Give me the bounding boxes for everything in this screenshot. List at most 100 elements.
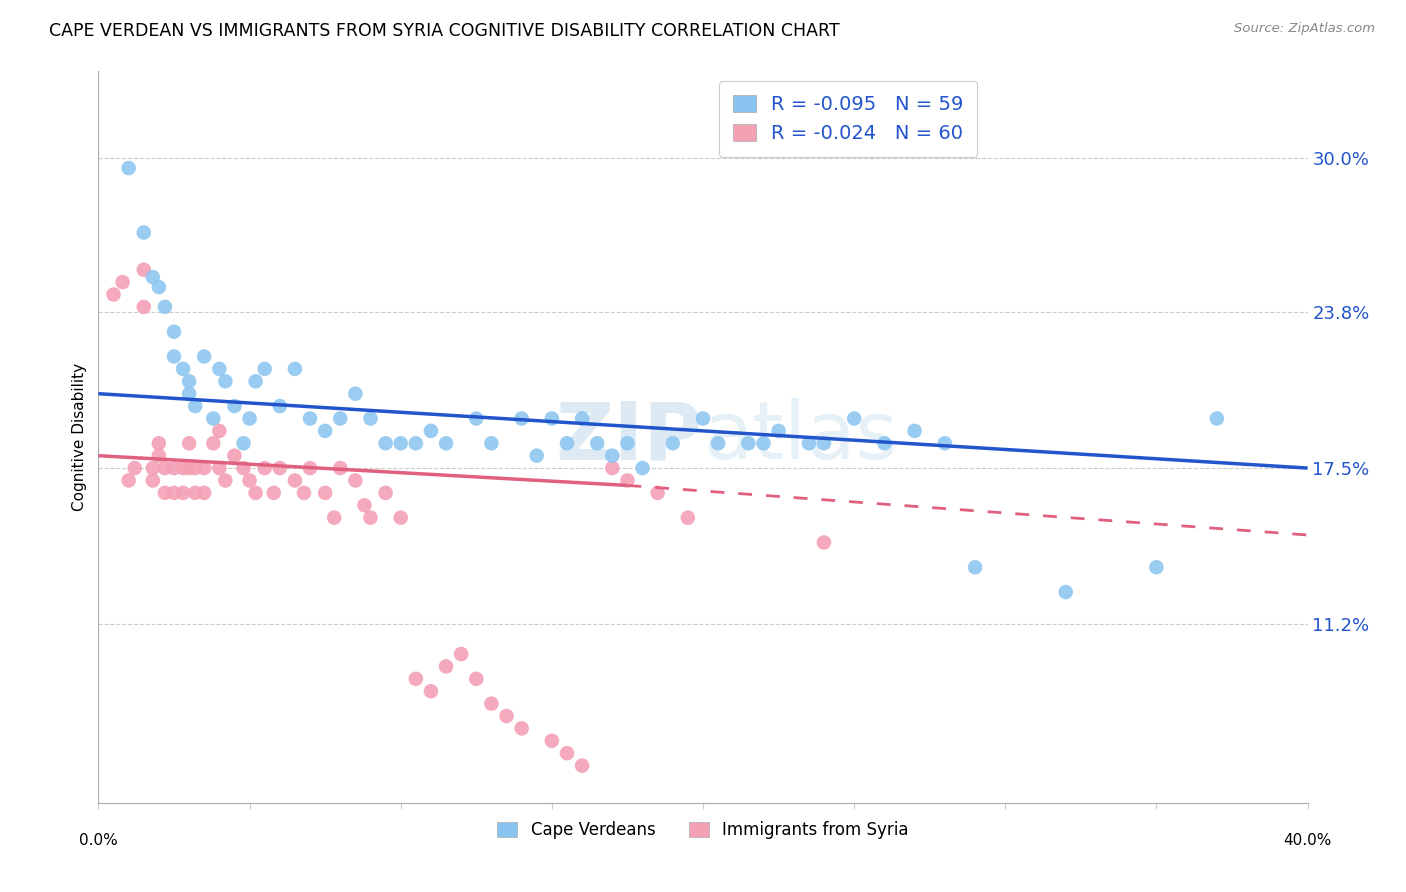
Point <box>465 672 488 686</box>
Point <box>111 275 134 289</box>
Point <box>360 411 382 425</box>
Point <box>193 486 215 500</box>
Point <box>284 474 307 488</box>
Point <box>1054 585 1077 599</box>
Point <box>616 474 638 488</box>
Point <box>813 436 835 450</box>
Point <box>232 461 254 475</box>
Point <box>661 436 683 450</box>
Point <box>405 672 427 686</box>
Text: 40.0%: 40.0% <box>1284 833 1331 848</box>
Point <box>184 461 207 475</box>
Point <box>540 411 562 425</box>
Point <box>193 461 215 475</box>
Point <box>465 411 488 425</box>
Point <box>904 424 927 438</box>
Point <box>510 411 533 425</box>
Y-axis label: Cognitive Disability: Cognitive Disability <box>72 363 87 511</box>
Point <box>118 474 141 488</box>
Point <box>224 399 246 413</box>
Point <box>284 362 307 376</box>
Point <box>148 449 170 463</box>
Point <box>163 325 186 339</box>
Point <box>389 510 412 524</box>
Point <box>132 300 155 314</box>
Point <box>647 486 669 500</box>
Point <box>132 262 155 277</box>
Point <box>813 535 835 549</box>
Point <box>344 386 367 401</box>
Point <box>148 436 170 450</box>
Point <box>202 436 225 450</box>
Point <box>374 436 396 450</box>
Point <box>163 350 186 364</box>
Point <box>253 362 276 376</box>
Point <box>707 436 730 450</box>
Point <box>153 300 176 314</box>
Point <box>214 474 236 488</box>
Point <box>184 399 207 413</box>
Point <box>571 758 593 772</box>
Point <box>208 362 231 376</box>
Point <box>768 424 790 438</box>
Point <box>314 424 336 438</box>
Point <box>555 746 578 760</box>
Text: CAPE VERDEAN VS IMMIGRANTS FROM SYRIA COGNITIVE DISABILITY CORRELATION CHART: CAPE VERDEAN VS IMMIGRANTS FROM SYRIA CO… <box>49 22 839 40</box>
Point <box>434 659 457 673</box>
Text: atlas: atlas <box>703 398 897 476</box>
Point <box>208 461 231 475</box>
Point <box>269 461 291 475</box>
Point <box>132 226 155 240</box>
Point <box>389 436 412 450</box>
Point <box>214 374 236 388</box>
Point <box>405 436 427 450</box>
Point <box>737 436 759 450</box>
Point <box>329 461 352 475</box>
Point <box>571 411 593 425</box>
Point <box>253 461 276 475</box>
Point <box>232 436 254 450</box>
Point <box>299 411 322 425</box>
Point <box>142 270 165 285</box>
Point <box>844 411 866 425</box>
Point <box>323 510 346 524</box>
Point <box>179 436 201 450</box>
Point <box>118 161 141 175</box>
Point <box>263 486 285 500</box>
Point <box>153 486 176 500</box>
Legend: Cape Verdeans, Immigrants from Syria: Cape Verdeans, Immigrants from Syria <box>491 814 915 846</box>
Point <box>269 399 291 413</box>
Point <box>934 436 956 450</box>
Point <box>450 647 472 661</box>
Point <box>163 486 186 500</box>
Point <box>586 436 609 450</box>
Point <box>374 486 396 500</box>
Point <box>124 461 146 475</box>
Point <box>329 411 352 425</box>
Point <box>103 287 125 301</box>
Point <box>239 411 262 425</box>
Point <box>616 436 638 450</box>
Point <box>602 461 624 475</box>
Point <box>148 280 170 294</box>
Point <box>1206 411 1229 425</box>
Point <box>526 449 548 463</box>
Point <box>142 474 165 488</box>
Point <box>179 374 201 388</box>
Point <box>163 461 186 475</box>
Point <box>420 684 443 698</box>
Point <box>153 461 176 475</box>
Point <box>239 474 262 488</box>
Point <box>299 461 322 475</box>
Point <box>965 560 987 574</box>
Point <box>172 362 194 376</box>
Point <box>495 709 517 723</box>
Point <box>540 734 562 748</box>
Point <box>797 436 820 450</box>
Point <box>555 436 578 450</box>
Point <box>208 424 231 438</box>
Point <box>184 486 207 500</box>
Point <box>676 510 699 524</box>
Point <box>224 449 246 463</box>
Point <box>314 486 336 500</box>
